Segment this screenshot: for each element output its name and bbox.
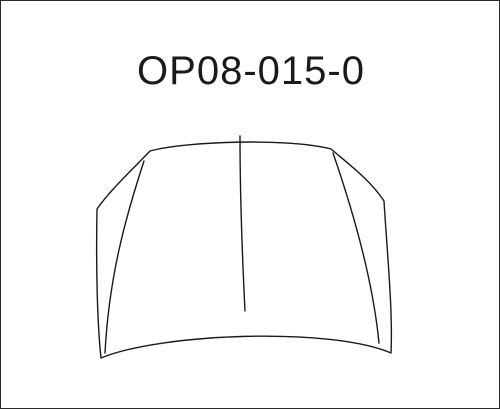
part-code-label: OP08-015-0	[137, 49, 365, 93]
hood-left-crease	[104, 160, 145, 354]
hood-center-seam	[239, 135, 246, 312]
hood-outer-outline	[95, 141, 393, 359]
hood-right-crease	[332, 152, 380, 344]
